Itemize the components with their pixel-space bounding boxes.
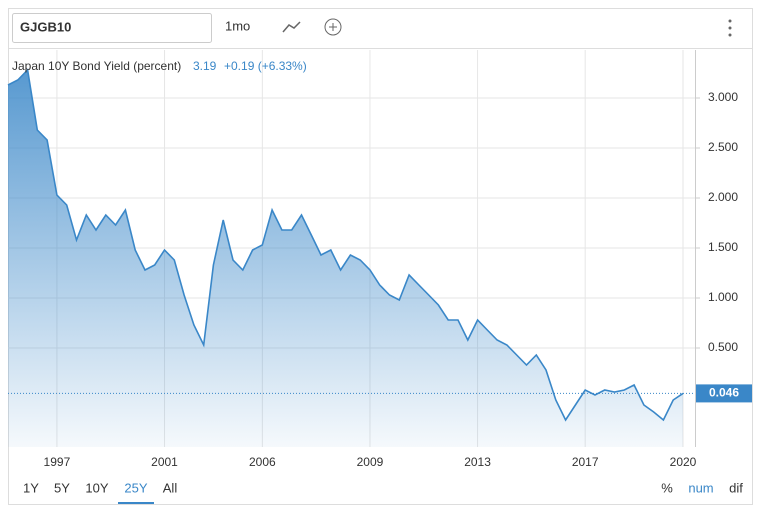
legend-series: Japan 10Y Bond Yield (percent) <box>12 59 181 73</box>
legend-price: 3.19 <box>193 59 217 73</box>
chart-type-icon[interactable] <box>282 21 301 33</box>
last-value-tag <box>696 384 752 403</box>
x-tick-label: 2009 <box>357 455 384 469</box>
y-tick-label: 1.000 <box>708 290 738 304</box>
compare-icon[interactable] <box>324 18 342 36</box>
x-tick-label: 2017 <box>572 455 599 469</box>
range-button[interactable]: 5Y <box>54 480 70 495</box>
x-tick-label: 2001 <box>151 455 178 469</box>
mode-button[interactable]: dif <box>729 480 743 495</box>
mode-button[interactable]: % <box>661 480 673 495</box>
x-tick-label: 2020 <box>670 455 697 469</box>
x-tick-label: 1997 <box>44 455 71 469</box>
menu-icon[interactable] <box>728 19 732 37</box>
line <box>7 68 684 422</box>
symbol-input[interactable] <box>12 13 212 43</box>
y-tick-label: 3.000 <box>708 90 738 104</box>
legend-change: +0.19 (+6.33%) <box>224 59 307 73</box>
range-button[interactable]: 1Y <box>23 480 39 495</box>
y-tick-label: 2.000 <box>708 190 738 204</box>
interval-button[interactable]: 1mo <box>225 18 250 33</box>
compare-plus <box>329 23 337 31</box>
y-tick-label: 1.500 <box>708 240 738 254</box>
x-tick-label: 2013 <box>464 455 491 469</box>
y-tick-label: 2.500 <box>708 140 738 154</box>
x-tick-label: 2006 <box>249 455 276 469</box>
mode-button[interactable]: num <box>688 480 713 495</box>
range-button[interactable]: 25Y <box>124 480 147 495</box>
symbol: GJGB10 <box>20 19 71 34</box>
last-value-label: 0.046 <box>709 386 739 400</box>
range-button[interactable]: 10Y <box>85 480 108 495</box>
range-button[interactable]: All <box>163 480 178 495</box>
y-tick-label: 0.500 <box>708 340 738 354</box>
